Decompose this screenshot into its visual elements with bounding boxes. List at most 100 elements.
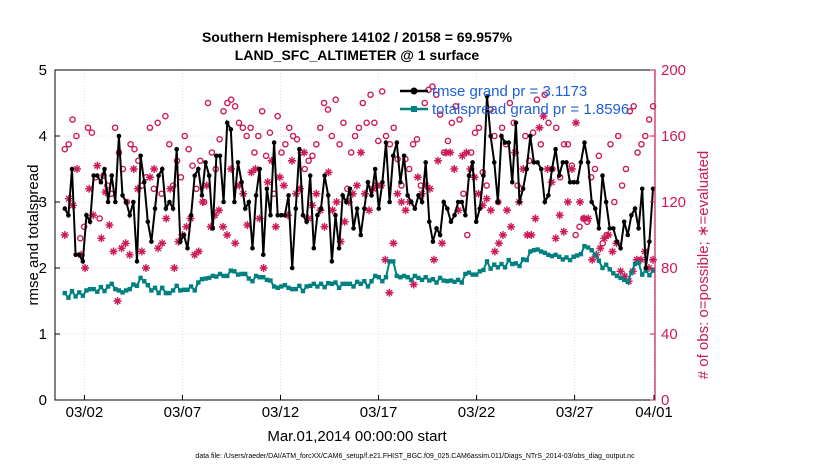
obs-possible-point bbox=[243, 132, 250, 140]
obs-possible-point bbox=[560, 140, 568, 148]
obs-evaluated-point bbox=[531, 214, 540, 223]
rmse-point bbox=[246, 199, 252, 205]
x-tick-label: 03/27 bbox=[556, 404, 594, 421]
obs-possible-point bbox=[413, 135, 421, 143]
rmse-point bbox=[636, 226, 641, 231]
obs-evaluated-point bbox=[620, 272, 629, 281]
y-tick-label: 0 bbox=[39, 392, 47, 409]
totalspread-point bbox=[358, 281, 363, 287]
rmse-point bbox=[62, 206, 68, 211]
obs-evaluated-point bbox=[588, 255, 597, 264]
legend-spread-label: totalspread grand pr = 1.8596 bbox=[432, 101, 629, 118]
obs-evaluated-point bbox=[543, 165, 552, 173]
obs-possible-point bbox=[80, 223, 88, 231]
y-tick-label: 4 bbox=[39, 128, 47, 145]
obs-evaluated-point bbox=[324, 168, 333, 177]
obs-evaluated-point bbox=[365, 206, 374, 215]
obs-possible-point bbox=[154, 119, 161, 127]
rmse-point bbox=[582, 140, 587, 145]
totalspread-point bbox=[196, 280, 201, 285]
obs-evaluated-point bbox=[563, 198, 572, 206]
rmse-point bbox=[542, 199, 548, 205]
totalspread-point bbox=[416, 275, 421, 281]
totalspread-point bbox=[528, 249, 533, 254]
rmse-point bbox=[232, 199, 237, 205]
rmse-point bbox=[629, 212, 634, 218]
rmse-point bbox=[441, 199, 447, 205]
totalspread-point bbox=[502, 265, 508, 270]
totalspread-point bbox=[199, 277, 205, 282]
obs-evaluated-point bbox=[97, 234, 106, 243]
totalspread-point bbox=[629, 270, 634, 275]
obs-possible-point bbox=[506, 99, 514, 107]
obs-evaluated-point bbox=[219, 222, 228, 231]
totalspread-point bbox=[474, 272, 479, 277]
obs-evaluated-point bbox=[247, 168, 256, 177]
rmse-point bbox=[120, 193, 125, 198]
rmse-point bbox=[192, 173, 198, 178]
obs-evaluated-point bbox=[413, 173, 422, 182]
rmse-point bbox=[538, 166, 544, 172]
chart-subtitle: LAND_SFC_ALTIMETER @ 1 surface bbox=[235, 47, 480, 63]
obs-evaluated-point bbox=[401, 206, 410, 215]
totalspread-point bbox=[463, 271, 468, 277]
rmse-point bbox=[495, 199, 501, 205]
totalspread-point bbox=[405, 275, 410, 280]
rmse-point bbox=[398, 179, 403, 185]
totalspread-point bbox=[293, 286, 298, 292]
obs-evaluated-point bbox=[486, 206, 495, 215]
obs-evaluated-point bbox=[454, 206, 463, 215]
rmse-point bbox=[426, 219, 432, 225]
rmse-point bbox=[614, 239, 620, 244]
y-axis-right: 0 40 80 120 160 200 bbox=[650, 62, 686, 409]
rmse-point bbox=[369, 193, 374, 198]
obs-evaluated-point bbox=[198, 198, 207, 206]
totalspread-point bbox=[308, 283, 313, 289]
totalspread-point bbox=[412, 273, 418, 279]
totalspread-point bbox=[600, 265, 605, 271]
legend-rmse-label: rmse grand pr = 3.1173 bbox=[432, 83, 587, 100]
rmse-point bbox=[300, 212, 306, 218]
rmse-point bbox=[484, 94, 490, 99]
obs-evaluated-point bbox=[644, 264, 653, 272]
obs-evaluated-point bbox=[580, 214, 589, 223]
rmse-point bbox=[383, 140, 389, 145]
rmse-point bbox=[167, 199, 172, 205]
obs-possible-point bbox=[452, 103, 459, 110]
obs-possible-point bbox=[162, 112, 169, 120]
obs-possible-point bbox=[626, 107, 634, 115]
obs-evaluated-point bbox=[231, 239, 240, 248]
obs-possible-point bbox=[216, 135, 223, 143]
obs-evaluated-point bbox=[385, 288, 394, 297]
obs-evaluated-point bbox=[320, 222, 329, 231]
rmse-point bbox=[535, 160, 540, 165]
obs-evaluated-point bbox=[458, 151, 467, 160]
totalspread-point bbox=[391, 259, 396, 264]
totalspread-point bbox=[445, 279, 450, 284]
totalspread-point bbox=[84, 288, 89, 293]
obs-possible-point bbox=[436, 111, 444, 118]
totalspread-point bbox=[441, 278, 446, 283]
obs-possible-point bbox=[96, 215, 103, 222]
totalspread-point bbox=[141, 279, 147, 284]
obs-possible-point bbox=[189, 162, 196, 169]
rmse-point bbox=[401, 153, 407, 159]
totalspread-point bbox=[228, 268, 234, 273]
totalspread-point bbox=[650, 268, 656, 273]
totalspread-point bbox=[289, 286, 295, 292]
rmse-point bbox=[477, 206, 483, 211]
totalspread-point bbox=[621, 277, 627, 283]
obs-possible-point bbox=[131, 145, 138, 153]
obs-possible-point bbox=[460, 190, 467, 198]
totalspread-point bbox=[466, 270, 472, 275]
obs-possible-point bbox=[371, 119, 378, 127]
obs-evaluated-point bbox=[60, 231, 69, 239]
obs-evaluated-point bbox=[81, 264, 90, 272]
obs-evaluated-point bbox=[332, 198, 341, 206]
rmse-point bbox=[333, 212, 338, 218]
totalspread-point bbox=[304, 284, 309, 289]
obs-evaluated-point bbox=[72, 165, 81, 173]
rmse-point bbox=[408, 199, 414, 205]
totalspread-point bbox=[365, 284, 371, 289]
rmse-point bbox=[102, 166, 107, 172]
